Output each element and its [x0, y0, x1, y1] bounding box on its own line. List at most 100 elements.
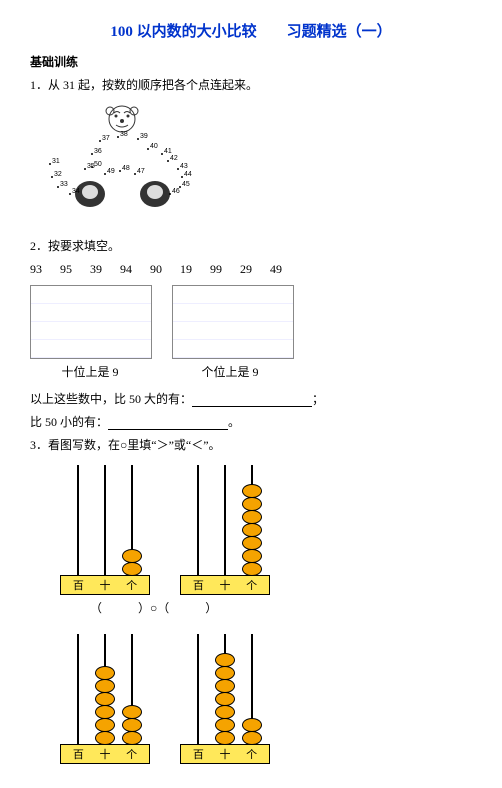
label-tens-9: 十位上是 9 [30, 363, 150, 380]
connect-dots-figure: 3132333435363738394041424344454647484950 [30, 99, 472, 223]
svg-text:34: 34 [72, 188, 80, 195]
svg-text:33: 33 [60, 181, 68, 188]
abacus-bead [242, 497, 262, 511]
question-3: 3．看图写数，在○里填“＞”或“＜”。 [30, 436, 472, 453]
number-item: 49 [270, 262, 282, 276]
place-label: 百 [73, 746, 84, 762]
abacus-bead [122, 731, 142, 745]
place-label: 十 [99, 746, 110, 762]
abacus-rod-tens [104, 634, 106, 744]
abacus-bead [95, 666, 115, 680]
abacus-base: 百十个 [60, 575, 150, 595]
q2b-prefix: 以上这些数中，比 50 大的有： [30, 392, 192, 406]
abacus-bead [242, 549, 262, 563]
place-label: 个 [126, 746, 137, 762]
blank-lt50 [108, 417, 228, 430]
number-item: 19 [180, 262, 192, 276]
abacus-rod-tens [104, 465, 106, 575]
abacus-bead [122, 718, 142, 732]
abacus-bead [122, 562, 142, 576]
abacus-bead [215, 692, 235, 706]
svg-text:50: 50 [94, 161, 102, 168]
abacus-pair-2: 百十个百十个 [60, 634, 472, 764]
abacus-rod-ones [251, 465, 253, 575]
svg-text:37: 37 [102, 135, 110, 142]
q2c-suffix: 。 [228, 415, 240, 429]
abacus-rod-tens [224, 465, 226, 575]
abacus-bead [95, 692, 115, 706]
abacus: 百十个 [180, 465, 270, 595]
place-label: 个 [246, 746, 257, 762]
svg-text:41: 41 [164, 148, 172, 155]
svg-text:42: 42 [170, 155, 178, 162]
svg-text:48: 48 [122, 165, 130, 172]
svg-text:49: 49 [107, 168, 115, 175]
svg-text:31: 31 [52, 158, 60, 165]
abacus-bead [95, 679, 115, 693]
place-label: 十 [219, 577, 230, 593]
compare-slot-1: （ ）○（ ） [90, 599, 472, 616]
box-tens-9 [30, 285, 152, 359]
abacus-bead [95, 718, 115, 732]
svg-text:44: 44 [184, 171, 192, 178]
abacus-rod-tens [224, 634, 226, 744]
number-list: 939539949019992949 [30, 262, 472, 277]
answer-boxes [30, 285, 472, 359]
number-item: 90 [150, 262, 162, 276]
question-2b: 以上这些数中，比 50 大的有： ； [30, 390, 472, 407]
page-title: 100 以内数的大小比较 习题精选（一） [30, 20, 472, 41]
place-label: 十 [219, 746, 230, 762]
abacus-bead [215, 731, 235, 745]
abacus-bead [95, 731, 115, 745]
question-2c: 比 50 小的有： 。 [30, 413, 472, 430]
question-2: 2．按要求填空。 [30, 237, 472, 254]
abacus-bead [215, 653, 235, 667]
abacus-bead [215, 679, 235, 693]
place-label: 个 [246, 577, 257, 593]
abacus-rod-hundreds [77, 634, 79, 744]
abacus-base: 百十个 [180, 744, 270, 764]
svg-text:43: 43 [180, 163, 188, 170]
svg-text:36: 36 [94, 148, 102, 155]
abacus-bead [242, 731, 262, 745]
abacus-rod-ones [131, 634, 133, 744]
svg-text:40: 40 [150, 143, 158, 150]
abacus-bead [242, 484, 262, 498]
abacus-rod-hundreds [77, 465, 79, 575]
abacus-rod-ones [131, 465, 133, 575]
svg-text:32: 32 [54, 171, 62, 178]
svg-text:47: 47 [137, 168, 145, 175]
number-item: 93 [30, 262, 42, 276]
abacus-rod-hundreds [197, 634, 199, 744]
q2b-suffix: ； [312, 392, 324, 406]
abacus-base: 百十个 [180, 575, 270, 595]
abacus: 百十个 [60, 634, 150, 764]
place-label: 十 [99, 577, 110, 593]
svg-text:45: 45 [182, 181, 190, 188]
abacus-bead [95, 705, 115, 719]
section-heading: 基础训练 [30, 53, 472, 70]
number-item: 94 [120, 262, 132, 276]
q2c-prefix: 比 50 小的有： [30, 415, 108, 429]
abacus-rod-ones [251, 634, 253, 744]
abacus-bead [242, 510, 262, 524]
label-ones-9: 个位上是 9 [170, 363, 290, 380]
abacus-bead [242, 536, 262, 550]
abacus-bead [215, 666, 235, 680]
abacus-bead [215, 705, 235, 719]
svg-text:38: 38 [120, 131, 128, 138]
abacus-bead [122, 705, 142, 719]
svg-text:39: 39 [140, 133, 148, 140]
place-label: 百 [73, 577, 84, 593]
box-ones-9 [172, 285, 294, 359]
blank-gt50 [192, 394, 312, 407]
abacus-base: 百十个 [60, 744, 150, 764]
abacus-bead [242, 562, 262, 576]
svg-text:46: 46 [172, 188, 180, 195]
place-label: 百 [193, 577, 204, 593]
abacus: 百十个 [60, 465, 150, 595]
number-item: 39 [90, 262, 102, 276]
place-label: 百 [193, 746, 204, 762]
abacus-bead [242, 718, 262, 732]
abacus-bead [242, 523, 262, 537]
